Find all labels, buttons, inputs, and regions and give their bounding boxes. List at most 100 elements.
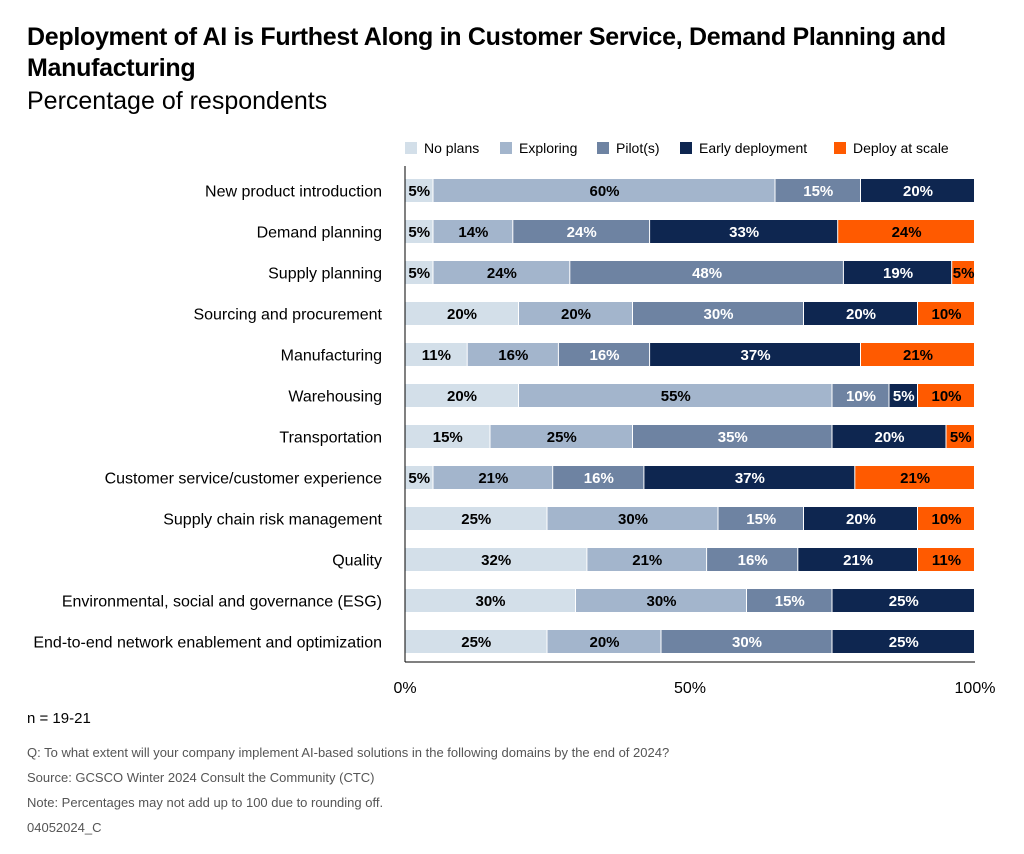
data-label: 5% [950, 429, 972, 446]
data-label: 20% [447, 306, 477, 323]
data-label: 16% [589, 347, 619, 364]
data-label: 16% [584, 470, 614, 487]
legend-swatch [500, 142, 512, 154]
data-label: 15% [803, 183, 833, 200]
chart-subtitle: Percentage of respondents [27, 86, 327, 116]
data-label: 21% [478, 470, 508, 487]
category-label-environmental-social-and-governance-esg: Environmental, social and governance (ES… [62, 594, 382, 611]
data-label: 37% [735, 470, 765, 487]
data-label: 15% [746, 511, 776, 528]
category-label-warehousing: Warehousing [288, 389, 382, 406]
bar-row-manufacturing: 11% 16% 16% 37% 21% [405, 343, 974, 366]
data-label: 10% [931, 306, 961, 323]
data-label: 11% [422, 347, 451, 364]
legend-swatch [680, 142, 692, 154]
data-label: 24% [892, 224, 922, 241]
data-label: 30% [618, 511, 648, 528]
data-label: 48% [692, 265, 722, 282]
x-tick-label: 0% [393, 680, 416, 697]
category-label-demand-planning: Demand planning [257, 225, 382, 242]
data-label: 60% [589, 183, 619, 200]
legend-item-no-plans: No plans [405, 140, 479, 156]
data-label: 24% [567, 224, 597, 241]
data-label: 30% [703, 306, 733, 323]
data-label: 25% [461, 511, 491, 528]
data-label: 10% [846, 388, 876, 405]
data-label: 25% [547, 429, 577, 446]
category-label-customer-service-customer-experience: Customer service/customer experience [105, 471, 383, 488]
data-label: 30% [732, 634, 762, 651]
data-label: 20% [846, 306, 876, 323]
bar-row-demand-planning: 5% 14% 24% 33% 24% [405, 220, 974, 243]
legend-item-pilot-s: Pilot(s) [597, 140, 660, 156]
bar-row-warehousing: 20% 55% 10% 5% 10% [405, 384, 974, 407]
category-label-new-product-introduction: New product introduction [205, 184, 382, 201]
legend-swatch [597, 142, 609, 154]
bar-row-supply-planning: 5% 24% 48% 19% 5% [405, 261, 974, 284]
data-label: 21% [843, 552, 873, 569]
bar-row-new-product-introduction: 5% 60% 15% 20% [405, 179, 974, 202]
data-label: 11% [932, 552, 961, 569]
legend-item-deploy-at-scale: Deploy at scale [834, 140, 949, 156]
data-label: 16% [498, 347, 528, 364]
data-label: 15% [775, 593, 805, 610]
category-label-transportation: Transportation [279, 430, 382, 447]
data-label: 21% [900, 470, 930, 487]
category-label-quality: Quality [332, 553, 382, 570]
category-label-supply-planning: Supply planning [268, 266, 382, 283]
rounding-note: Note: Percentages may not add up to 100 … [27, 795, 383, 810]
data-label: 25% [461, 634, 491, 651]
data-label: 25% [889, 593, 919, 610]
data-label: 20% [846, 511, 876, 528]
data-label: 10% [931, 388, 961, 405]
bar-row-sourcing-and-procurement: 20% 20% 30% 20% 10% [405, 302, 974, 325]
category-label-end-to-end-network-enablement-and-optimization: End-to-end network enablement and optimi… [33, 635, 382, 652]
data-label: 14% [458, 224, 488, 241]
bar-row-transportation: 15% 25% 35% 20% 5% [405, 425, 974, 448]
data-label: 21% [632, 552, 662, 569]
legend-item-exploring: Exploring [500, 140, 577, 156]
data-label: 21% [903, 347, 933, 364]
data-label: 25% [889, 634, 919, 651]
category-labels: New product introduction Demand planning S… [33, 184, 382, 652]
data-label: 5% [408, 470, 430, 487]
bar-row-end-to-end-network-enablement-and-optimization: 25% 20% 30% 25% [405, 630, 974, 653]
data-label: 32% [481, 552, 511, 569]
legend-label: Exploring [519, 140, 577, 156]
chart-title: Deployment of AI is Furthest Along in Cu… [27, 22, 1007, 84]
category-label-sourcing-and-procurement: Sourcing and procurement [193, 307, 382, 324]
legend-item-early-deployment: Early deployment [680, 140, 807, 156]
data-label: 15% [433, 429, 463, 446]
source-note: Source: GCSCO Winter 2024 Consult the Co… [27, 770, 375, 785]
data-label: 20% [874, 429, 904, 446]
legend-swatch [405, 142, 417, 154]
data-label: 20% [561, 306, 591, 323]
data-label: 10% [931, 511, 961, 528]
data-label: 20% [589, 634, 619, 651]
bar-row-customer-service-customer-experience: 5% 21% 16% 37% 21% [405, 466, 974, 489]
bars: 5% 60% 15% 20% 5% 14% 24% 33% 24% 5% 24% 48% 19% 5% 20… [405, 179, 974, 653]
x-tick-label: 50% [674, 680, 706, 697]
data-label: 5% [953, 265, 975, 282]
data-label: 5% [408, 183, 430, 200]
legend-label: Pilot(s) [616, 140, 660, 156]
question-note: Q: To what extent will your company impl… [27, 745, 669, 760]
data-label: 37% [741, 347, 771, 364]
data-label: 30% [646, 593, 676, 610]
legend-label: Deploy at scale [853, 140, 949, 156]
x-tick-label: 100% [955, 680, 996, 697]
data-label: 20% [903, 183, 933, 200]
legend-swatch [834, 142, 846, 154]
data-label: 16% [738, 552, 768, 569]
legend-label: No plans [424, 140, 479, 156]
category-label-supply-chain-risk-management: Supply chain risk management [163, 512, 382, 529]
legend: No plans Exploring Pilot(s) Early deploymen… [405, 140, 949, 156]
data-label: 5% [893, 388, 915, 405]
bar-row-quality: 32% 21% 16% 21% 11% [405, 548, 974, 571]
data-label: 55% [661, 388, 691, 405]
legend-label: Early deployment [699, 140, 807, 156]
stacked-bar-chart: No plans Exploring Pilot(s) Early deploymen… [0, 130, 1024, 700]
data-label: 35% [718, 429, 748, 446]
bar-row-environmental-social-and-governance-esg: 30% 30% 15% 25% [405, 589, 974, 612]
data-label: 33% [729, 224, 759, 241]
